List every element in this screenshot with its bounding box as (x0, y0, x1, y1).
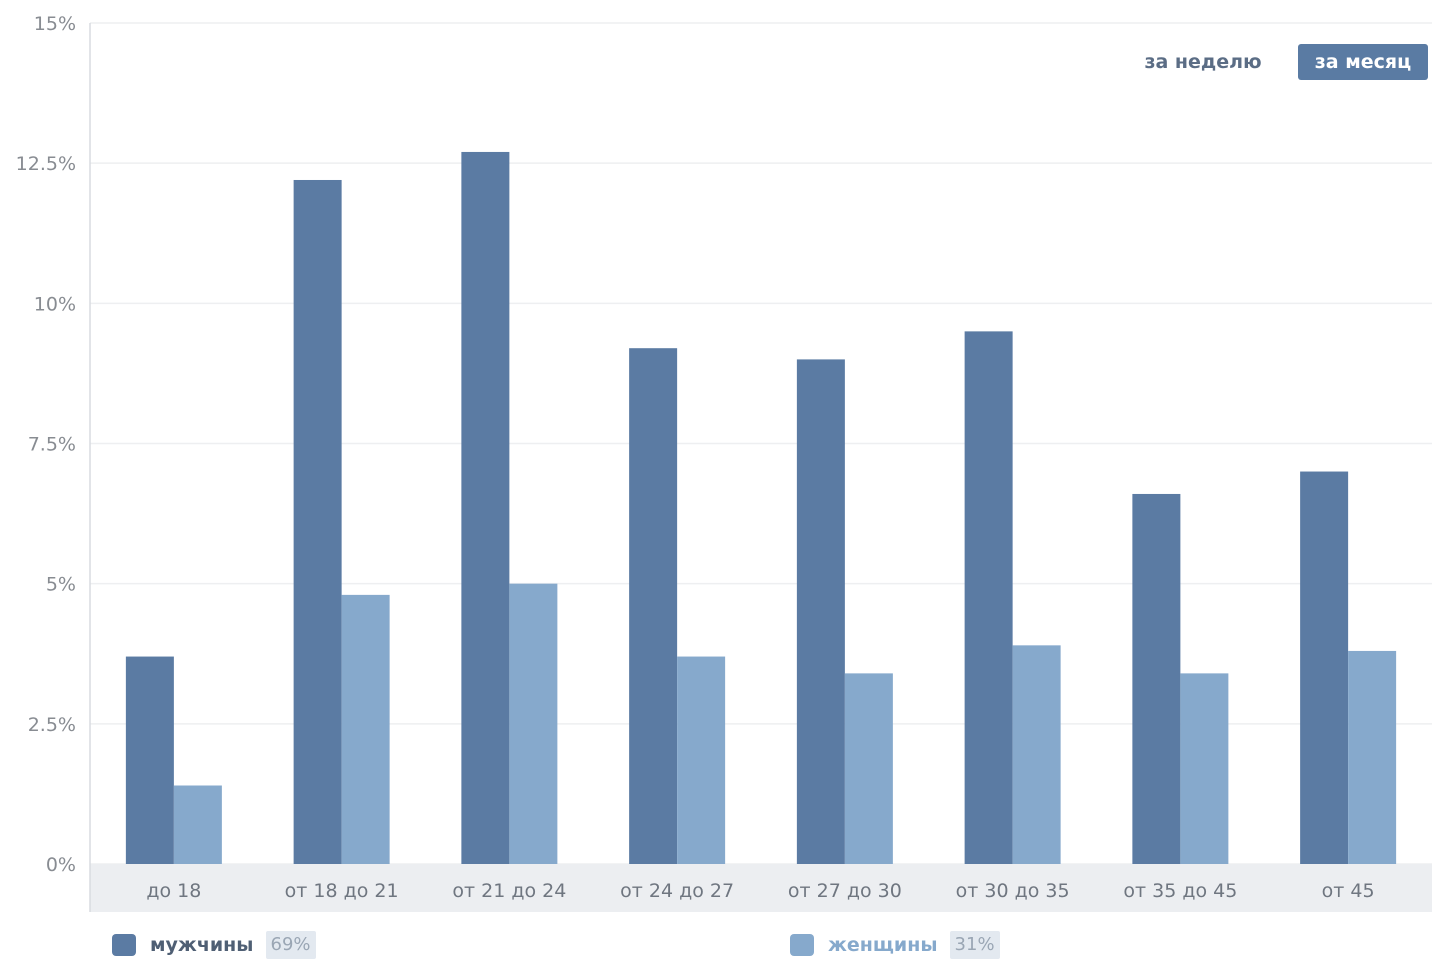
bar-women[interactable] (341, 594, 390, 864)
period-week-button[interactable]: за неделю (1144, 51, 1262, 73)
legend-swatch-men (112, 934, 136, 956)
x-axis-labels: до 18 от 18 до 21 от 21 до 24 от 24 до 27 от… (146, 880, 1374, 902)
bar-men[interactable] (796, 359, 845, 864)
bar-men[interactable] (461, 151, 510, 864)
bar-men[interactable] (293, 179, 342, 864)
bar-men[interactable] (1300, 471, 1349, 864)
bar-men[interactable] (1132, 493, 1181, 864)
bar-women[interactable] (1012, 645, 1061, 864)
x-category-label: до 18 (146, 880, 201, 902)
x-category-label: от 24 до 27 (620, 880, 734, 902)
period-month-button[interactable]: за месяц (1298, 44, 1428, 80)
legend-label-women: женщины (828, 934, 938, 956)
bar-women[interactable] (173, 785, 222, 864)
y-tick-label: 12.5% (16, 153, 76, 175)
bar-women[interactable] (509, 583, 558, 864)
y-tick-label: 15% (34, 13, 76, 35)
y-tick-label: 5% (46, 574, 76, 596)
y-tick-label: 2.5% (28, 714, 76, 736)
bar-men[interactable] (964, 331, 1013, 864)
y-axis-ticks: 0% 2.5% 5% 7.5% 10% 12.5% 15% (16, 13, 76, 876)
category-axis-band (90, 864, 1432, 912)
x-category-label: от 35 до 45 (1123, 880, 1237, 902)
bar-women[interactable] (677, 656, 726, 864)
bar-women[interactable] (1348, 650, 1397, 864)
legend-swatch-women (790, 934, 814, 956)
legend-share-women: 31% (949, 931, 1000, 959)
bars (125, 151, 1397, 865)
bar-men[interactable] (629, 348, 678, 865)
x-category-label: от 45 (1322, 880, 1375, 902)
x-category-label: от 27 до 30 (788, 880, 902, 902)
legend-label-men: мужчины (150, 934, 254, 956)
x-category-label: от 21 до 24 (452, 880, 566, 902)
x-category-label: от 30 до 35 (956, 880, 1070, 902)
bar-women[interactable] (844, 673, 893, 864)
legend-share-men: 69% (265, 931, 316, 959)
legend-item-women[interactable]: женщины 31% (790, 930, 1000, 960)
x-category-label: от 18 до 21 (285, 880, 399, 902)
y-tick-label: 7.5% (28, 434, 76, 456)
y-tick-label: 0% (46, 854, 76, 876)
y-tick-label: 10% (34, 293, 76, 315)
legend-item-men[interactable]: мужчины 69% (112, 930, 316, 960)
bar-women[interactable] (1180, 673, 1229, 864)
bar-men[interactable] (125, 656, 174, 864)
